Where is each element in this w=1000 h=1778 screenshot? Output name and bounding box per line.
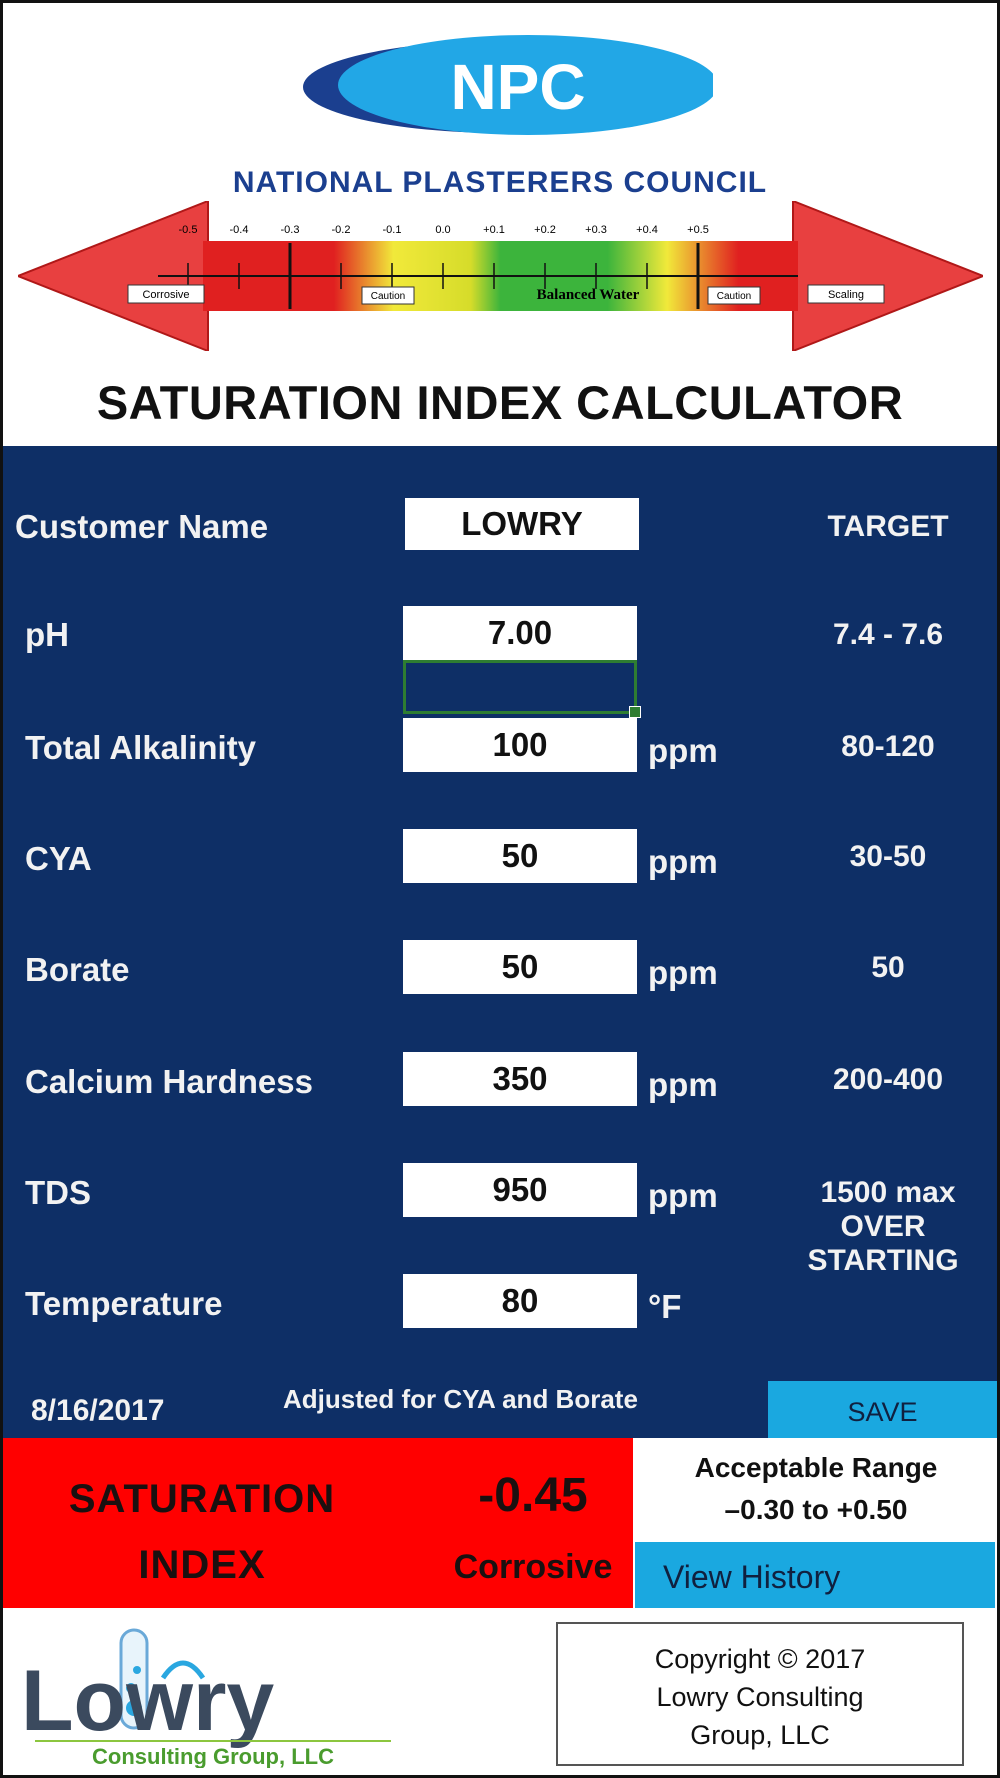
scaling-scale-label: Scaling — [828, 289, 864, 301]
tds-target: 1500 max — [820, 1176, 956, 1209]
council-name: NATIONAL PLASTERERS COUNCIL — [232, 166, 768, 199]
copyright-box: Copyright © 2017 Lowry Consulting Group,… — [556, 1622, 964, 1766]
tds-target-note-over: OVER — [840, 1210, 926, 1243]
borate-input[interactable]: 50 — [403, 940, 637, 994]
scale-tick-label: 0.0 — [435, 224, 450, 236]
scale-tick-label: -0.3 — [281, 224, 300, 236]
total-alkalinity-unit: ppm — [648, 732, 718, 769]
corrosive-scale-label: Corrosive — [142, 289, 189, 301]
borate-target: 50 — [871, 951, 905, 984]
calcium-hardness-unit: ppm — [648, 1066, 718, 1103]
saturation-scale: -0.5 -0.4 -0.3 -0.2 -0.1 0.0 +0.1 +0.2 +0.3 +0.4 +… — [18, 201, 983, 351]
tds-unit: ppm — [648, 1177, 718, 1214]
acceptable-range-values: –0.30 to +0.50 — [724, 1494, 908, 1525]
copyright-text: Copyright © 2017 Lowry Consulting Group,… — [558, 1640, 962, 1754]
scale-tick-label: +0.2 — [534, 224, 556, 236]
scale-tick-label: +0.5 — [687, 224, 709, 236]
temperature-unit: °F — [648, 1288, 682, 1325]
target-header: TARGET — [827, 510, 949, 543]
adjusted-note: Adjusted for CYA and Borate — [283, 1384, 638, 1414]
saturation-status: Corrosive — [453, 1548, 613, 1586]
customer-name-label: Customer Name — [15, 508, 269, 545]
saturation-index-box: SATURATION INDEX -0.45 Corrosive — [3, 1438, 633, 1608]
scale-tick-label: -0.1 — [383, 224, 402, 236]
scale-tick-label: -0.4 — [230, 224, 249, 236]
copyright-line-1: Copyright © 2017 — [654, 1644, 866, 1674]
footer: Lowry Consulting Group, LLC Copyright © … — [3, 1608, 997, 1775]
temperature-label: Temperature — [25, 1285, 223, 1322]
scale-tick-label: -0.5 — [179, 224, 198, 236]
temperature-input[interactable]: 80 — [403, 1274, 637, 1328]
save-button[interactable]: SAVE — [768, 1381, 997, 1438]
fill-handle[interactable] — [629, 706, 641, 718]
saturation-index-label: SATURATION INDEX — [17, 1466, 387, 1598]
saturation-index-label-line1: SATURATION — [68, 1477, 336, 1521]
scale-ticks: -0.5 -0.4 -0.3 -0.2 -0.1 0.0 +0.1 +0.2 +0.3 +0.4 +… — [179, 224, 709, 309]
tds-input[interactable]: 950 — [403, 1163, 637, 1217]
selected-cell[interactable] — [403, 660, 641, 718]
saturation-index-value: -0.45 — [478, 1469, 588, 1522]
copyright-line-2: Lowry Consulting — [656, 1682, 864, 1712]
lowry-subtitle-text: Consulting Group, LLC — [92, 1744, 334, 1768]
customer-name-input[interactable]: LOWRY — [405, 498, 639, 550]
page-title: SATURATION INDEX CALCULATOR — [96, 376, 904, 429]
lowry-logo: Lowry Consulting Group, LLC — [21, 1628, 391, 1768]
lowry-brand-text: Lowry — [21, 1653, 274, 1749]
total-alkalinity-input[interactable]: 100 — [403, 718, 637, 772]
balanced-water-label: Balanced Water — [537, 287, 640, 303]
calcium-hardness-label: Calcium Hardness — [25, 1063, 313, 1100]
scale-tick-label: +0.3 — [585, 224, 607, 236]
scale-tick-label: -0.2 — [332, 224, 351, 236]
cya-unit: ppm — [648, 843, 718, 880]
result-band: SATURATION INDEX -0.45 Corrosive Accepta… — [3, 1438, 997, 1608]
calcium-hardness-target: 200-400 — [832, 1063, 944, 1096]
cya-label: CYA — [25, 840, 92, 877]
date-label: 8/16/2017 — [31, 1394, 165, 1427]
scale-tick-label: +0.4 — [636, 224, 658, 236]
acceptable-range-title: Acceptable Range — [694, 1452, 938, 1483]
cya-target: 30-50 — [849, 840, 927, 873]
caution-right-label: Caution — [717, 291, 751, 302]
borate-label: Borate — [25, 951, 130, 988]
header: NPC NATIONAL PLASTERERS COUNCIL — [3, 3, 997, 443]
caution-left-label: Caution — [371, 291, 405, 302]
ph-target: 7.4 - 7.6 — [832, 618, 944, 651]
tds-target-note-starting: STARTING — [807, 1244, 959, 1277]
npc-logo-text: NPC — [450, 51, 585, 123]
cya-input[interactable]: 50 — [403, 829, 637, 883]
saturation-index-label-line2: INDEX — [138, 1543, 266, 1587]
calcium-hardness-input[interactable]: 350 — [403, 1052, 637, 1106]
copyright-line-3: Group, LLC — [690, 1720, 830, 1750]
view-history-button[interactable]: View History — [635, 1542, 995, 1608]
right-arrow — [792, 201, 983, 351]
input-form: Customer Name LOWRY TARGET pH 7.00 7.4 -… — [3, 446, 997, 1438]
npc-logo: NPC — [303, 35, 713, 135]
total-alkalinity-target: 80-120 — [841, 730, 935, 763]
scale-tick-label: +0.1 — [483, 224, 505, 236]
ph-label: pH — [25, 616, 69, 653]
total-alkalinity-label: Total Alkalinity — [25, 729, 257, 766]
acceptable-range-box: Acceptable Range –0.30 to +0.50 — [635, 1438, 997, 1542]
tds-label: TDS — [25, 1174, 91, 1211]
ph-input[interactable]: 7.00 — [403, 606, 637, 660]
borate-unit: ppm — [648, 954, 718, 991]
